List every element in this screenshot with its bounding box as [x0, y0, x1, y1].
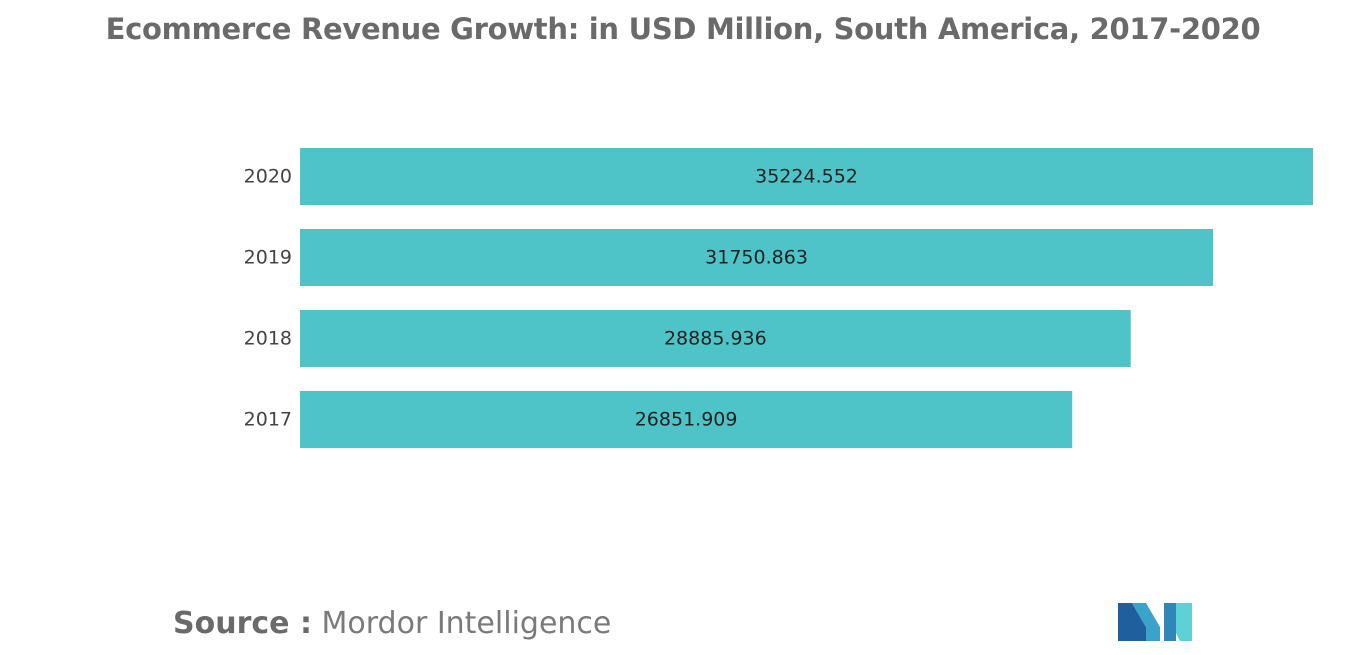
data-label-2020: 35224.552: [755, 166, 858, 188]
bar-2019: [300, 229, 1214, 286]
source-note: Source : Mordor Intelligence: [173, 606, 611, 641]
data-label-2018: 28885.936: [664, 328, 767, 350]
bar-2020: [300, 148, 1313, 205]
y-tick-label-2019: 2019: [244, 247, 292, 269]
chart-title: Ecommerce Revenue Growth: in USD Million…: [105, 12, 1261, 46]
bar-2017: [300, 391, 1073, 448]
y-tick-label-2017: 2017: [244, 409, 292, 431]
bar-2018: [300, 310, 1131, 367]
data-label-2017: 26851.909: [635, 409, 738, 431]
source-label: Source :: [173, 606, 312, 641]
y-tick-label-2020: 2020: [244, 166, 292, 188]
source-text: Mordor Intelligence: [321, 606, 612, 641]
data-label-2019: 31750.863: [705, 247, 808, 269]
y-tick-label-2018: 2018: [244, 328, 292, 350]
mordor-intelligence-logo-icon: [1118, 603, 1192, 641]
bars-group: 2020 35224.552 2019 31750.863 2018 28885.936 2…: [244, 148, 1313, 448]
